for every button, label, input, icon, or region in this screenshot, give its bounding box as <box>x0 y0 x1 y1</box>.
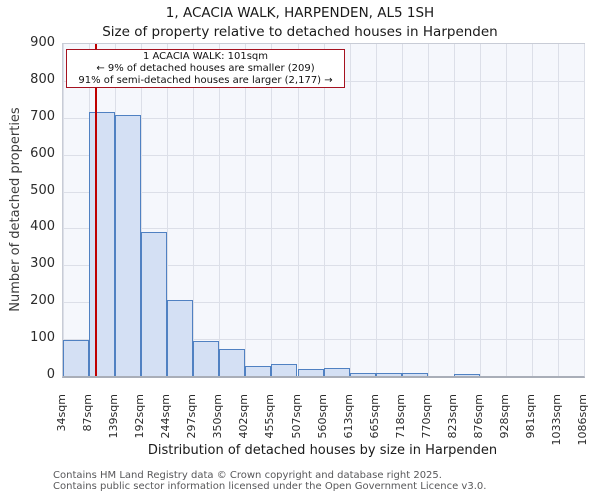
property-size-marker-line <box>95 44 98 376</box>
x-tick-label: 402sqm <box>237 394 251 439</box>
grid-line-v <box>349 44 351 376</box>
grid-line-v <box>167 44 169 376</box>
x-tick-label: 770sqm <box>419 394 433 439</box>
grid-line-v <box>584 44 585 376</box>
x-tick-label: 928sqm <box>497 394 511 439</box>
y-tick-label: 600 <box>30 145 55 161</box>
x-tick-label: 823sqm <box>445 394 459 439</box>
x-tick-label: 350sqm <box>211 394 225 439</box>
x-tick-label: 665sqm <box>367 394 381 439</box>
grid-line-v <box>141 44 143 376</box>
x-tick-label: 560sqm <box>315 394 329 439</box>
x-tick-label: 297sqm <box>185 394 199 439</box>
x-tick-label: 981sqm <box>523 394 537 439</box>
grid-line-v <box>479 44 481 376</box>
x-tick-label: 455sqm <box>263 394 277 439</box>
grid-line-v <box>557 44 559 376</box>
x-tick-label: 87sqm <box>81 394 94 432</box>
y-tick-label: 700 <box>30 108 55 124</box>
x-tick-label: 192sqm <box>133 394 147 439</box>
x-tick-label: 34sqm <box>55 394 68 432</box>
histogram-bar <box>141 232 168 376</box>
grid-line-v <box>505 44 507 376</box>
grid-line-v <box>323 44 325 376</box>
page-subtitle: Size of property relative to detached ho… <box>102 24 498 40</box>
histogram-bar <box>323 367 350 376</box>
histogram-bar <box>271 364 298 376</box>
grid-line-v <box>271 44 273 376</box>
grid-line-v <box>453 44 455 376</box>
grid-line-v <box>375 44 377 376</box>
grid-line-v <box>531 44 533 376</box>
y-tick-label: 400 <box>30 219 55 235</box>
y-tick-label: 500 <box>30 182 55 198</box>
x-tick-label: 876sqm <box>471 394 485 439</box>
annotation-title: 1 ACACIA WALK: 101sqm <box>142 51 269 62</box>
y-tick-label: 300 <box>30 256 55 272</box>
grid-line-v <box>219 44 221 376</box>
x-tick-label: 244sqm <box>159 394 173 439</box>
grid-line-v <box>427 44 429 376</box>
plot-area <box>62 43 585 378</box>
x-tick-label: 507sqm <box>289 394 303 439</box>
x-tick-label: 139sqm <box>107 394 121 439</box>
histogram-bar <box>193 340 220 376</box>
grid-line-v <box>193 44 195 376</box>
x-tick-label: 1086sqm <box>576 394 589 446</box>
footer-attribution-2: Contains public sector information licen… <box>53 481 487 492</box>
y-tick-label: 200 <box>30 293 55 309</box>
histogram-bar <box>63 339 90 376</box>
histogram-bar <box>401 373 428 376</box>
x-tick-label: 613sqm <box>341 394 355 439</box>
y-tick-label: 800 <box>30 71 55 87</box>
histogram-bar <box>167 300 194 376</box>
grid-line-v <box>245 44 247 376</box>
histogram-bar <box>115 115 142 376</box>
grid-line-v <box>297 44 299 376</box>
histogram-bar <box>297 369 324 376</box>
histogram-bar <box>375 373 402 376</box>
footer-attribution-1: Contains HM Land Registry data © Crown c… <box>53 470 442 481</box>
x-axis-title: Distribution of detached houses by size … <box>147 443 498 458</box>
histogram-bar <box>453 374 480 376</box>
annotation-box: 1 ACACIA WALK: 101sqm ← 9% of detached h… <box>66 49 345 88</box>
grid-line-v <box>63 44 64 376</box>
y-axis-title: Number of detached properties <box>8 107 23 312</box>
grid-line-v <box>401 44 403 376</box>
histogram-bar <box>89 112 116 376</box>
y-tick-label: 900 <box>30 35 55 50</box>
page-title: 1, ACACIA WALK, HARPENDEN, AL5 1SH <box>165 5 435 21</box>
y-tick-label: 0 <box>46 367 55 382</box>
annotation-larger-text: 91% of semi-detached houses are larger (… <box>78 75 333 86</box>
x-tick-label: 718sqm <box>393 394 407 439</box>
histogram-bar <box>349 373 376 376</box>
annotation-smaller-text: ← 9% of detached houses are smaller (209… <box>96 63 315 74</box>
y-tick-label: 100 <box>30 330 55 346</box>
histogram-bar <box>219 349 246 376</box>
x-tick-label: 1033sqm <box>550 394 563 446</box>
histogram-bar <box>245 365 272 376</box>
